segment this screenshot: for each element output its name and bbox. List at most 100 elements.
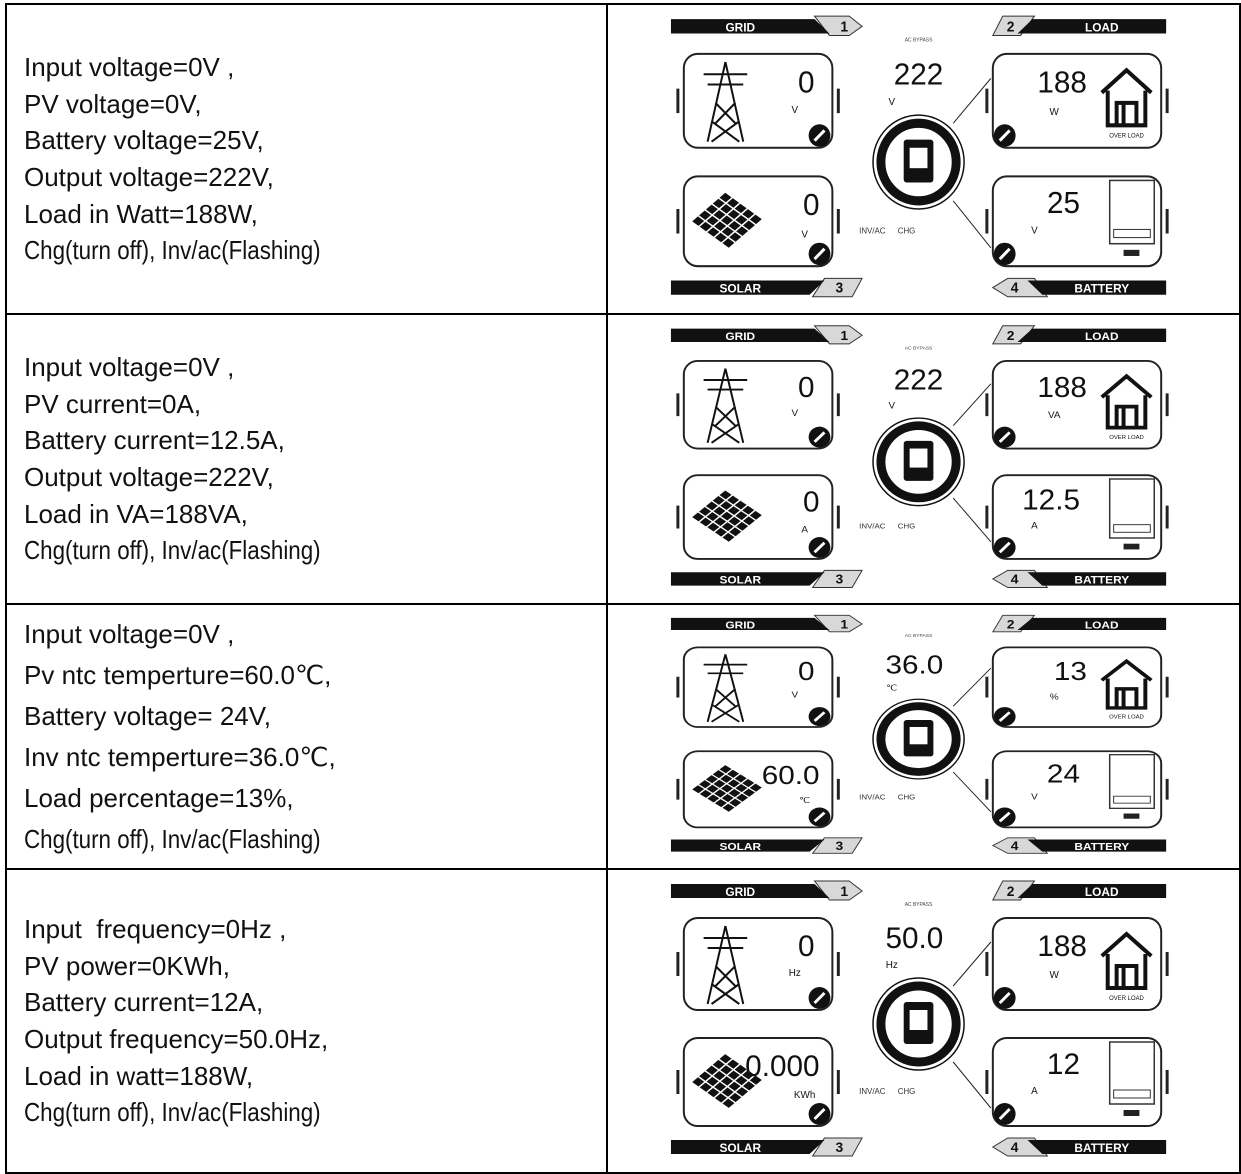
solar-cell — [742, 505, 755, 515]
bar-label: LOAD — [1085, 330, 1119, 343]
solar-cell — [736, 1087, 749, 1097]
lcd-panel: GRID 1 LOAD 2 SOLAR 3 BATTERY 4 OVER LOAD AC BYPA… — [670, 325, 1169, 588]
lcd-value: 13 — [1054, 657, 1087, 686]
panel-cell: GRID 1 LOAD 2 SOLAR 3 BATTERY 4 OVER LOAD AC BYPA… — [605, 3, 1241, 315]
solar-cell — [699, 1082, 712, 1092]
display-box — [682, 1037, 834, 1127]
lcd-value: 0 — [803, 487, 820, 518]
bar-label: GRID — [725, 885, 755, 899]
battery-foot — [1123, 813, 1140, 819]
lcd-value: 188 — [1037, 373, 1087, 404]
inverter-screen — [909, 1010, 928, 1030]
lcd-unit: V — [791, 408, 798, 419]
lcd-unit: V — [791, 105, 798, 116]
solar-cell — [727, 495, 740, 505]
solar-cell — [719, 1054, 732, 1064]
box-bracket — [985, 393, 1169, 417]
solar-cell — [707, 1087, 720, 1098]
gear-leaf — [813, 991, 826, 1005]
solar-cell — [714, 789, 727, 798]
solar-cell — [736, 793, 749, 802]
label-bar — [670, 839, 825, 852]
description-line: Load in VA=188VA, — [24, 498, 248, 529]
bypass-label: AC BYPASS — [905, 902, 933, 908]
solar-cell — [720, 501, 733, 510]
bar-number: 3 — [835, 280, 843, 296]
description-line: Battery current=12A, — [24, 987, 264, 1018]
inverter-ring — [876, 981, 961, 1067]
inverter-screen — [909, 147, 928, 169]
table-body: Input voltage=0V , PV voltage=0V, Battery … — [5, 3, 1241, 1174]
bar-number: 4 — [1011, 280, 1019, 296]
solar-icon — [692, 1054, 762, 1108]
panel-cell: GRID 1 LOAD 2 SOLAR 3 BATTERY 4 OVER LOAD AC BYPA… — [605, 313, 1241, 605]
solar-cell — [749, 1075, 762, 1085]
solar-cell — [706, 784, 719, 793]
label-bar — [1027, 1140, 1167, 1154]
solar-cell — [719, 192, 732, 203]
bar-label: BATTERY — [1074, 1141, 1129, 1155]
display-box — [682, 474, 834, 560]
lcd-unit: VA — [1048, 410, 1061, 421]
bar-label: LOAD — [1085, 620, 1119, 631]
description-line: Chg(turn off), Inv/ac(Flashing) — [24, 1097, 321, 1128]
bar-number: 4 — [1011, 572, 1019, 587]
solar-cell — [699, 221, 712, 232]
solar-cell — [735, 511, 748, 521]
tab — [811, 569, 863, 588]
solar-cell — [735, 215, 748, 225]
description-line: Output frequency=50.0Hz, — [24, 1024, 329, 1054]
solar-cell — [727, 769, 740, 778]
lcd-unit: V — [888, 97, 895, 108]
lcd-value: 188 — [1037, 930, 1087, 963]
solar-cell — [736, 521, 749, 531]
solar-cell — [699, 780, 712, 789]
lcd-unit: KWh — [794, 1090, 815, 1101]
lcd-unit: W — [1050, 107, 1060, 118]
bypass-label: AC BYPASS — [905, 38, 933, 44]
solar-cell — [714, 1093, 727, 1103]
bar-label: GRID — [725, 620, 755, 631]
lcd-value: 12 — [1047, 1048, 1080, 1081]
flow-arrows — [952, 667, 992, 813]
solar-cell — [692, 785, 705, 794]
box-bracket — [985, 88, 1169, 114]
solar-cell — [742, 1081, 755, 1091]
solar-cell — [727, 1059, 740, 1069]
description-line: PV power=0KWh, — [24, 950, 230, 981]
description-line: Input voltage=0V , — [24, 618, 235, 649]
bypass-label: AC BYPASS — [905, 633, 933, 638]
lcd-unit: V — [888, 401, 895, 412]
table-row: Input voltage=0V , PV current=0A, Battery … — [5, 313, 1241, 605]
description-cell: Input frequency=0Hz , PV power=0KWh, Batte… — [5, 868, 608, 1174]
inverter-ring-outer — [872, 114, 965, 210]
display-box — [682, 750, 834, 829]
lcd-unit: V — [1031, 225, 1038, 236]
battery-foot — [1123, 1110, 1140, 1116]
label-bar — [670, 1140, 825, 1154]
solar-cell — [727, 1070, 740, 1080]
lcd-unit: W — [1050, 970, 1060, 981]
lcd-panel: GRID 1 LOAD 2 SOLAR 3 BATTERY 4 OVER LOAD AC BYPA… — [670, 15, 1169, 298]
solar-cell — [728, 1081, 741, 1091]
solar-cell — [699, 507, 712, 516]
solar-cell — [742, 788, 755, 797]
solar-cell — [734, 203, 747, 214]
lcd-value: 25 — [1047, 187, 1080, 220]
solar-cell — [727, 779, 740, 788]
battery-foot — [1123, 543, 1140, 550]
description-line: Pv ntc temperture=60.0℃, — [24, 659, 332, 690]
solar-cell — [720, 774, 733, 783]
display-box — [682, 917, 834, 1011]
description-line: Chg(turn off), Inv/ac(Flashing) — [24, 235, 321, 266]
bar-number: 1 — [840, 883, 848, 899]
solar-cell — [707, 227, 720, 237]
display-box — [682, 360, 834, 450]
lcd-value: 188 — [1037, 66, 1087, 99]
solar-cell — [720, 1076, 733, 1086]
bar-number: 1 — [840, 617, 848, 631]
solar-cell — [714, 799, 727, 808]
solar-cell — [728, 220, 741, 231]
solar-icon — [692, 765, 762, 812]
battery-level — [1113, 524, 1151, 533]
